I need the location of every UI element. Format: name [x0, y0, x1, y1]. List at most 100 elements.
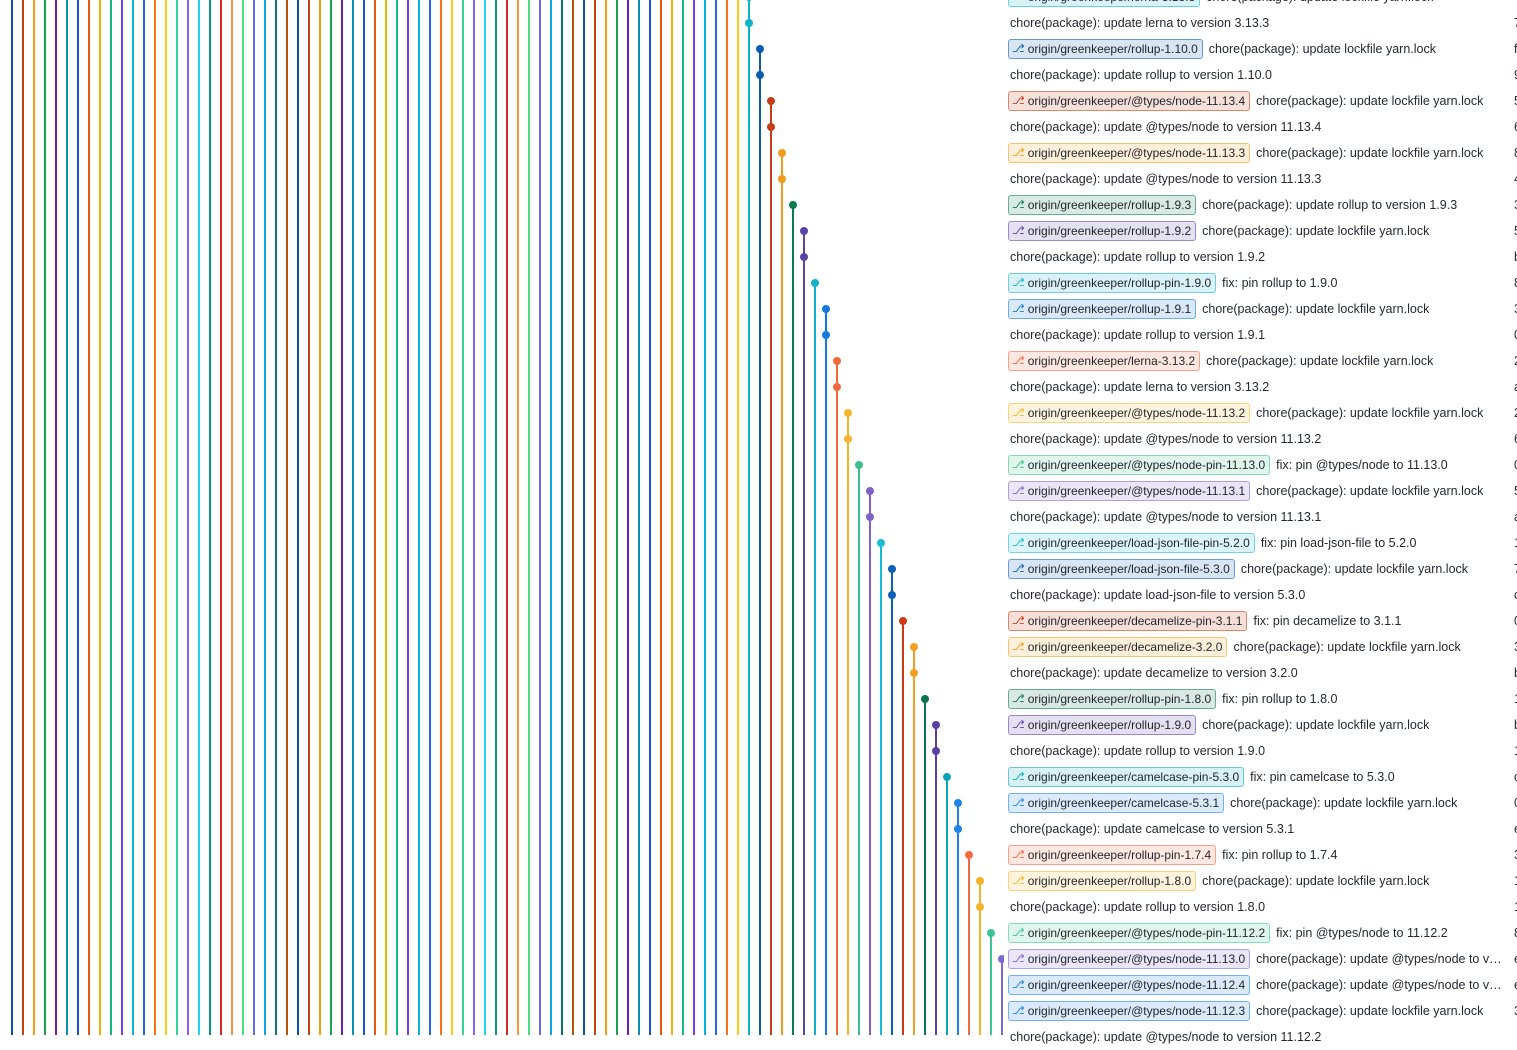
commit-node[interactable] [866, 487, 874, 495]
branch-ref-badge[interactable]: ⎇ origin/greenkeeper/rollup-1.10.0 [1008, 39, 1203, 59]
branch-ref-badge[interactable]: ⎇origin/greenkeeper/lerna-3.13.3 [1008, 0, 1201, 7]
commit-row[interactable]: chore(package): update lerna to version … [1004, 374, 1517, 400]
commit-row[interactable]: ⎇ origin/greenkeeper/rollup-1.8.0 chore(pa… [1004, 868, 1517, 894]
branch-ref-badge[interactable]: ⎇ origin/greenkeeper/rollup-1.9.0 [1008, 715, 1197, 735]
commit-row[interactable]: chore(package): update @types/node to ve… [1004, 426, 1517, 452]
branch-ref-badge[interactable]: ⎇ origin/greenkeeper/decamelize-3.2.0 [1008, 637, 1228, 657]
commit-row[interactable]: chore(package): update lerna to version … [1004, 10, 1517, 36]
branch-ref-badge[interactable]: ⎇ origin/greenkeeper/rollup-pin-1.7.4 [1008, 845, 1217, 865]
commit-node[interactable] [976, 877, 984, 885]
branch-ref-badge[interactable]: ⎇ origin/greenkeeper/camelcase-5.3.1 [1008, 793, 1225, 813]
commit-row[interactable]: ⎇ origin/greenkeeper/@types/node-pin-11.1… [1004, 452, 1517, 478]
branch-ref-badge[interactable]: ⎇ origin/greenkeeper/rollup-1.9.2 [1008, 221, 1197, 241]
commit-row[interactable]: chore(package): update load-json-file to… [1004, 582, 1517, 608]
commit-node[interactable] [844, 409, 852, 417]
commit-row[interactable]: ⎇ origin/greenkeeper/load-json-file-pin-5… [1004, 530, 1517, 556]
commit-node[interactable] [943, 773, 951, 781]
branch-ref-badge[interactable]: ⎇ origin/greenkeeper/@types/node-11.13.3 [1008, 143, 1251, 163]
commit-row[interactable]: chore(package): update rollup to version… [1004, 62, 1517, 88]
commit-row[interactable]: chore(package): update decamelize to ver… [1004, 660, 1517, 686]
commit-node[interactable] [789, 201, 797, 209]
commit-row[interactable]: ⎇ origin/greenkeeper/@types/node-11.12.4 c… [1004, 972, 1517, 998]
commit-row[interactable]: ⎇ origin/greenkeeper/@types/node-11.13.1 c… [1004, 478, 1517, 504]
branch-ref-badge[interactable]: ⎇ origin/greenkeeper/@types/node-11.13.0 [1008, 949, 1251, 969]
commit-node[interactable] [822, 305, 830, 313]
commit-node[interactable] [899, 617, 907, 625]
commit-row[interactable]: chore(package): update @types/node to ve… [1004, 1024, 1517, 1050]
commit-node[interactable] [855, 461, 863, 469]
commit-row[interactable]: ⎇ origin/greenkeeper/rollup-pin-1.8.0 fix:… [1004, 686, 1517, 712]
branch-ref-badge[interactable]: ⎇ origin/greenkeeper/lerna-3.13.2 [1008, 351, 1201, 371]
commit-node[interactable] [767, 123, 775, 131]
branch-ref-badge[interactable]: ⎇ origin/greenkeeper/@types/node-pin-11.1… [1008, 455, 1271, 475]
commit-node[interactable] [932, 721, 940, 729]
commit-node[interactable] [954, 825, 962, 833]
commit-node[interactable] [756, 45, 764, 53]
commit-row[interactable]: ⎇ origin/greenkeeper/decamelize-pin-3.1.1… [1004, 608, 1517, 634]
commit-row[interactable]: chore(package): update camelcase to vers… [1004, 816, 1517, 842]
commit-node[interactable] [976, 903, 984, 911]
commit-node[interactable] [932, 747, 940, 755]
branch-ref-badge[interactable]: ⎇ origin/greenkeeper/@types/node-pin-11.1… [1008, 923, 1271, 943]
branch-ref-badge[interactable]: ⎇ origin/greenkeeper/load-json-file-5.3.0 [1008, 559, 1235, 579]
commit-row[interactable]: ⎇ origin/greenkeeper/@types/node-11.13.3 c… [1004, 140, 1517, 166]
commit-row[interactable]: ⎇ origin/greenkeeper/rollup-1.9.0 chore(pa… [1004, 712, 1517, 738]
commit-node[interactable] [866, 513, 874, 521]
branch-ref-badge[interactable]: ⎇ origin/greenkeeper/camelcase-pin-5.3.0 [1008, 767, 1245, 787]
commit-row[interactable]: chore(package): update @types/node to ve… [1004, 166, 1517, 192]
commit-node[interactable] [921, 695, 929, 703]
commit-node[interactable] [745, 0, 753, 1]
commit-node[interactable] [800, 253, 808, 261]
commit-node[interactable] [888, 565, 896, 573]
branch-ref-badge[interactable]: ⎇ origin/greenkeeper/decamelize-pin-3.1.1 [1008, 611, 1248, 631]
commit-row[interactable]: ⎇ origin/greenkeeper/lerna-3.13.2 chore(pa… [1004, 348, 1517, 374]
commit-node[interactable] [888, 591, 896, 599]
branch-ref-badge[interactable]: ⎇ origin/greenkeeper/rollup-pin-1.9.0 [1008, 273, 1217, 293]
commit-row[interactable]: ⎇ origin/greenkeeper/@types/node-11.12.3 c… [1004, 998, 1517, 1024]
commit-row[interactable]: ⎇ origin/greenkeeper/@types/node-11.13.4 c… [1004, 88, 1517, 114]
branch-ref-badge[interactable]: ⎇ origin/greenkeeper/rollup-1.9.3 [1008, 195, 1197, 215]
commit-row[interactable]: ⎇ origin/greenkeeper/rollup-pin-1.7.4 fix:… [1004, 842, 1517, 868]
commit-node[interactable] [910, 643, 918, 651]
commit-row[interactable]: ⎇ origin/greenkeeper/@types/node-pin-11.1… [1004, 920, 1517, 946]
commit-row[interactable]: ⎇ origin/greenkeeper/decamelize-3.2.0 chor… [1004, 634, 1517, 660]
commit-row[interactable]: ⎇ origin/greenkeeper/@types/node-11.13.2 c… [1004, 400, 1517, 426]
commit-row[interactable]: ⎇ origin/greenkeeper/rollup-1.9.1 chore(pa… [1004, 296, 1517, 322]
commit-node[interactable] [965, 851, 973, 859]
commit-row[interactable]: ⎇ origin/greenkeeper/load-json-file-5.3.0… [1004, 556, 1517, 582]
commit-node[interactable] [800, 227, 808, 235]
branch-ref-badge[interactable]: ⎇ origin/greenkeeper/@types/node-11.13.2 [1008, 403, 1251, 423]
commit-node[interactable] [756, 71, 764, 79]
commit-node[interactable] [877, 539, 885, 547]
branch-ref-badge[interactable]: ⎇ origin/greenkeeper/@types/node-11.12.4 [1008, 975, 1251, 995]
branch-ref-badge[interactable]: ⎇ origin/greenkeeper/rollup-1.8.0 [1008, 871, 1197, 891]
branch-ref-badge[interactable]: ⎇ origin/greenkeeper/rollup-1.9.1 [1008, 299, 1197, 319]
commit-node[interactable] [767, 97, 775, 105]
commit-row[interactable]: chore(package): update @types/node to ve… [1004, 114, 1517, 140]
commit-row[interactable]: ⎇ origin/greenkeeper/rollup-1.9.2 chore(pa… [1004, 218, 1517, 244]
branch-ref-badge[interactable]: ⎇ origin/greenkeeper/rollup-pin-1.8.0 [1008, 689, 1217, 709]
branch-ref-badge[interactable]: ⎇ origin/greenkeeper/@types/node-11.13.4 [1008, 91, 1251, 111]
commit-node[interactable] [954, 799, 962, 807]
commit-row[interactable]: chore(package): update @types/node to ve… [1004, 504, 1517, 530]
branch-ref-badge[interactable]: ⎇ origin/greenkeeper/@types/node-11.13.1 [1008, 481, 1251, 501]
commit-row[interactable]: chore(package): update rollup to version… [1004, 738, 1517, 764]
commit-node[interactable] [844, 435, 852, 443]
commit-node[interactable] [778, 175, 786, 183]
commit-node[interactable] [833, 383, 841, 391]
commit-node[interactable] [811, 279, 819, 287]
commit-node[interactable] [822, 331, 830, 339]
commit-row[interactable]: ⎇origin/greenkeeper/lerna-3.13.3chore(pa… [1004, 0, 1517, 10]
branch-ref-badge[interactable]: ⎇ origin/greenkeeper/load-json-file-pin-5… [1008, 533, 1255, 553]
commit-row[interactable]: chore(package): update rollup to version… [1004, 244, 1517, 270]
commit-node[interactable] [833, 357, 841, 365]
commit-row[interactable]: chore(package): update rollup to version… [1004, 322, 1517, 348]
commit-node[interactable] [987, 929, 995, 937]
commit-row[interactable]: chore(package): update rollup to version… [1004, 894, 1517, 920]
commit-row[interactable]: ⎇ origin/greenkeeper/camelcase-pin-5.3.0 f… [1004, 764, 1517, 790]
commit-node[interactable] [998, 955, 1004, 963]
commit-row[interactable]: ⎇ origin/greenkeeper/@types/node-11.13.0 c… [1004, 946, 1517, 972]
commit-node[interactable] [778, 149, 786, 157]
commit-row[interactable]: ⎇ origin/greenkeeper/rollup-1.9.3 chore(pa… [1004, 192, 1517, 218]
commit-row[interactable]: ⎇ origin/greenkeeper/camelcase-5.3.1 chore… [1004, 790, 1517, 816]
